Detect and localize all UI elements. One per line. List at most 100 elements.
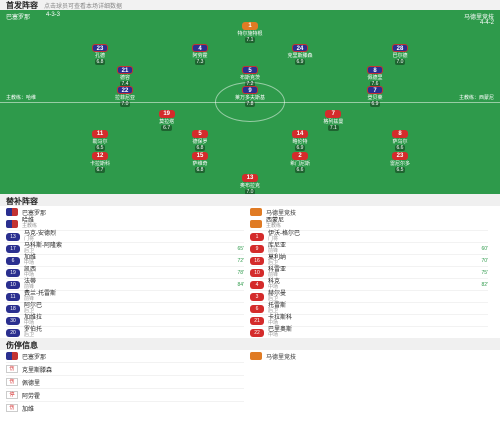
player-marker[interactable]: 19 莫拉塔 6.7 <box>142 110 192 131</box>
injury-row[interactable]: 伤加维 <box>6 401 244 414</box>
player-name: 登贝莱 <box>367 95 383 101</box>
player-marker[interactable]: 13 奥布拉克 7.0 <box>225 174 275 194</box>
shirt-number: 7 <box>325 110 342 118</box>
shirt-number: 19 <box>158 110 175 118</box>
sub-info: 卡拉斯科 中场 <box>268 314 484 326</box>
player-marker[interactable]: 7 格列兹曼 7.1 <box>308 110 358 131</box>
sub-number: 22 <box>250 328 264 337</box>
sub-row[interactable]: 30 加维拉 中场 <box>6 314 244 326</box>
player-marker[interactable]: 12 卡拉斯科 6.7 <box>75 152 125 173</box>
sub-row[interactable]: 17 马科斯-阿隆索 后卫 65' <box>6 242 244 254</box>
player-marker[interactable]: 24 克里斯滕森 6.9 <box>275 44 325 65</box>
home-coach-row[interactable]: 哈维 主教练 <box>6 218 244 230</box>
sub-row[interactable]: 13 马克-安德烈 门将 <box>6 230 244 242</box>
player-rating: 6.8 <box>94 59 106 65</box>
shirt-number: 22 <box>117 86 133 94</box>
sub-name: 法蒂 <box>24 278 37 285</box>
sub-row[interactable]: 21 卡拉斯科 中场 <box>250 314 488 326</box>
player-rating: 6.9 <box>294 145 306 151</box>
sub-row[interactable]: 22 巴里奥斯 中场 <box>250 326 488 338</box>
sub-name: 伊沃-格尔巴 <box>268 230 300 237</box>
sub-row[interactable]: 3 赫尔曼 后卫 <box>250 290 488 302</box>
sub-position: 门将 <box>268 235 279 242</box>
sub-info: 加维 中场 <box>24 254 233 266</box>
away-injury-team: 马德里竞技 <box>250 350 488 362</box>
injury-row[interactable]: 停阿劳霍 <box>6 388 244 401</box>
home-coach-role: 主教练 <box>22 223 38 229</box>
player-marker[interactable]: 11 勒马尔 6.5 <box>75 130 125 151</box>
player-marker[interactable]: 23 雷尼尔多 6.5 <box>375 152 425 173</box>
shirt-number: 13 <box>242 174 258 182</box>
sub-time: 82' <box>481 281 488 288</box>
sub-info: 法蒂 前锋 <box>24 278 233 290</box>
injury-title: 伤停信息 <box>0 338 500 350</box>
sub-row[interactable]: 19 凯西 中场 78' <box>6 266 244 278</box>
sub-info: 莫利纳 后卫 <box>268 255 477 266</box>
player-marker[interactable]: 28 巴尔德 7.0 <box>375 44 425 65</box>
sub-number: 3 <box>250 292 264 301</box>
sub-row[interactable]: 11 费兰-托雷斯 前锋 <box>6 290 244 302</box>
sub-row[interactable]: 20 罗伯托 后卫 <box>6 326 244 338</box>
player-marker[interactable]: 9 莱万多夫斯基 7.8 <box>225 86 275 107</box>
player-marker[interactable]: 1 特尔施特根 7.1 <box>225 22 275 43</box>
subs-list: 巴塞罗那 哈维 主教练 13 马克-安德烈 门将 17 马科斯-阿隆索 后卫 65' 6 加维中… <box>0 206 500 338</box>
injury-player-name: 加维 <box>22 406 35 413</box>
sub-position: 中场 <box>24 319 35 326</box>
sub-info: 凯西 中场 <box>24 267 233 278</box>
sub-row[interactable]: 1 伊沃-格尔巴 门将 <box>250 230 488 242</box>
sub-row[interactable]: 18 阿尔巴 后卫 <box>6 302 244 314</box>
sub-time: 75' <box>481 269 488 276</box>
away-coach-row[interactable]: 西蒙尼 主教练 <box>250 218 488 230</box>
player-marker[interactable]: 4 阿劳霍 7.3 <box>175 44 225 65</box>
player-marker[interactable]: 8 佩德里 7.6 <box>350 66 400 87</box>
player-name: 莫拉塔 <box>159 119 175 125</box>
sub-name: 加维拉 <box>24 314 43 321</box>
shirt-number: 8 <box>367 66 383 74</box>
player-marker[interactable]: 5 德保罗 6.8 <box>175 130 225 151</box>
player-marker[interactable]: 5 布斯克茨 7.2 <box>225 66 275 87</box>
sub-row[interactable]: 10 科雷亚 前锋 75' <box>250 266 488 278</box>
player-rating: 6.8 <box>194 167 206 173</box>
player-marker[interactable]: 8 萨乌尔 6.6 <box>375 130 425 151</box>
player-rating: 7.2 <box>244 81 256 87</box>
away-team-label: 马德里竞技 <box>463 15 494 21</box>
injury-row[interactable]: 伤佩德里 <box>6 375 244 388</box>
sub-row[interactable]: 6 托雷斯 后卫 <box>250 302 488 314</box>
lineup-header: 首发阵容 点击球员可查看本场详细数据 <box>0 0 500 10</box>
player-name: 佩德里 <box>367 75 383 81</box>
sub-row[interactable]: 9 库尼亚 前锋 60' <box>250 242 488 254</box>
player-marker[interactable]: 14 略伦特 6.9 <box>275 130 325 151</box>
home-coach-info: 哈维 主教练 <box>22 218 244 229</box>
sub-row[interactable]: 16 莫利纳 后卫 70' <box>250 254 488 266</box>
sub-position: 后卫 <box>24 331 35 338</box>
player-marker[interactable]: 22 拉菲尼亚 7.0 <box>100 86 150 107</box>
coach-avatar <box>6 220 18 228</box>
injury-icon: 伤 <box>6 365 18 373</box>
sub-name: 卡拉斯科 <box>268 314 293 321</box>
sub-time: 65' <box>237 245 244 252</box>
player-marker[interactable]: 7 登贝莱 6.9 <box>350 86 400 107</box>
injury-icon: 停 <box>6 391 18 399</box>
sub-row[interactable]: 10 法蒂 前锋 84' <box>6 278 244 290</box>
sub-position: 前锋 <box>268 271 279 278</box>
home-subs-team-name: 巴塞罗那 <box>22 210 47 217</box>
sub-number: 10 <box>250 268 264 277</box>
player-rating: 6.7 <box>94 167 106 173</box>
player-marker[interactable]: 15 萨维奇 6.8 <box>175 152 225 173</box>
player-marker[interactable]: 23 孔德 6.8 <box>75 44 125 65</box>
away-subs: 马德里竞技 西蒙尼 主教练 1 伊沃-格尔巴 门将 9 库尼亚 前锋 60' 16 莫利纳 后卫 7… <box>250 206 494 338</box>
player-rating: 7.0 <box>394 59 406 65</box>
injury-row[interactable]: 伤克里斯滕森 <box>6 362 244 375</box>
sub-time: 60' <box>481 245 488 252</box>
sub-position: 前锋 <box>24 283 35 290</box>
shirt-number: 23 <box>392 152 408 160</box>
sub-row[interactable]: 6 加维 中场 72' <box>6 254 244 266</box>
sub-name: 加维 <box>24 254 37 261</box>
player-name: 特尔施特根 <box>237 31 263 37</box>
player-marker[interactable]: 2 希门尼斯 6.6 <box>275 152 325 173</box>
player-marker[interactable]: 21 德容 7.4 <box>100 66 150 87</box>
sub-info: 马科斯-阿隆索 后卫 <box>24 243 233 254</box>
sub-row[interactable]: 4 科克 中场 82' <box>250 278 488 290</box>
away-coach-info: 西蒙尼 主教练 <box>266 218 488 229</box>
